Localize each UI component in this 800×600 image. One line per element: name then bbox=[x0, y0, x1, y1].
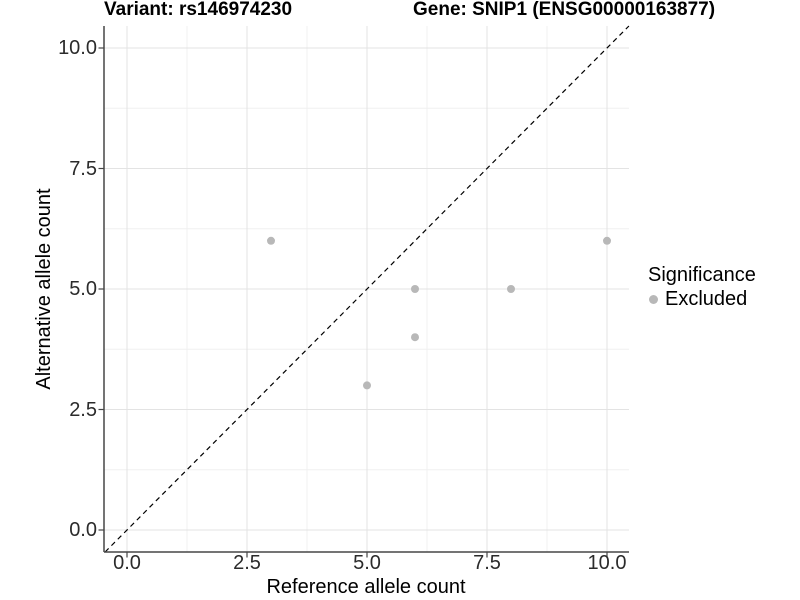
y-tick-label: 7.5 bbox=[69, 157, 97, 180]
x-tick-label: 0.0 bbox=[113, 552, 141, 574]
excluded-point-icon bbox=[649, 294, 658, 304]
legend-item-label: Excluded bbox=[665, 288, 748, 310]
data-point bbox=[363, 381, 371, 390]
x-tick-label: 10.0 bbox=[587, 552, 627, 574]
data-point bbox=[411, 285, 419, 293]
x-tick-label: 2.5 bbox=[233, 552, 261, 574]
legend-item-excluded: Excluded bbox=[648, 288, 756, 310]
data-point bbox=[411, 333, 419, 342]
data-point bbox=[507, 285, 515, 293]
y-tick-label: 5.0 bbox=[69, 278, 97, 300]
y-tick-label: 0.0 bbox=[69, 519, 97, 541]
legend-title: Significance bbox=[648, 264, 756, 286]
x-tick-label: 5.0 bbox=[353, 552, 381, 574]
legend: Significance Excluded bbox=[648, 264, 756, 310]
identity-line bbox=[104, 25, 630, 553]
plot-title-variant: Variant: rs146974230 bbox=[104, 0, 293, 20]
y-tick-label: 10.0 bbox=[58, 37, 97, 59]
y-axis-title: Alternative allele count bbox=[33, 188, 55, 390]
y-tick-label: 2.5 bbox=[69, 398, 97, 421]
data-point bbox=[267, 236, 275, 245]
x-axis-title: Reference allele count bbox=[266, 576, 466, 598]
plot-title-gene: Gene: SNIP1 (ENSG00000163877) bbox=[413, 0, 716, 20]
data-point bbox=[603, 236, 611, 245]
x-tick-label: 7.5 bbox=[473, 552, 501, 574]
